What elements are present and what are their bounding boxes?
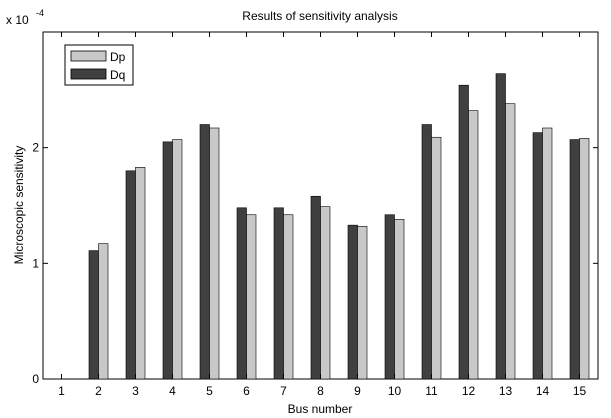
bar-dq-7 — [273, 207, 284, 380]
bar-dq-3 — [125, 170, 136, 380]
legend-label-dp: Dp — [110, 50, 126, 64]
bar-dp-4 — [172, 139, 183, 380]
x-tick-label-12: 12 — [462, 384, 476, 398]
x-tick-label-14: 14 — [536, 384, 550, 398]
bar-dq-15 — [569, 139, 580, 380]
y-axis-label: Microscopic sensitivity — [12, 146, 26, 265]
bar-dp-7 — [283, 214, 294, 380]
legend-label-dq: Dq — [110, 68, 125, 82]
bar-dp-13 — [505, 103, 516, 380]
bar-dq-14 — [532, 132, 543, 380]
legend-swatch-dp — [70, 50, 107, 62]
bar-dp-15 — [579, 138, 590, 380]
bar-dp-12 — [468, 110, 479, 380]
bar-dq-2 — [88, 250, 99, 380]
bar-dq-5 — [199, 124, 210, 380]
y-tick-label-0: 0 — [32, 372, 39, 386]
chart-title: Results of sensitivity analysis — [242, 9, 397, 23]
legend: Dp Dq — [64, 44, 134, 86]
bar-dq-13 — [495, 73, 506, 380]
bar-dp-6 — [246, 214, 257, 380]
y-exponent-power: -4 — [36, 8, 44, 18]
x-tick-label-7: 7 — [280, 384, 287, 398]
bar-dq-6 — [236, 207, 247, 380]
bar-dq-4 — [162, 141, 173, 380]
x-tick-label-5: 5 — [206, 384, 213, 398]
bar-dq-12 — [458, 84, 469, 380]
bar-dp-3 — [135, 167, 146, 380]
x-tick-label-2: 2 — [95, 384, 102, 398]
x-tick-label-10: 10 — [388, 384, 402, 398]
bar-dp-8 — [320, 206, 331, 380]
bar-dp-11 — [431, 136, 442, 380]
bar-dp-5 — [209, 127, 220, 380]
x-axis-label: Bus number — [288, 402, 353, 416]
x-tick-label-11: 11 — [425, 384, 438, 398]
y-tick-label-2: 2 — [32, 141, 39, 155]
y-tick-label-1: 1 — [32, 256, 39, 270]
x-tick-label-9: 9 — [354, 384, 361, 398]
bar-dq-11 — [421, 124, 432, 380]
x-tick-label-4: 4 — [169, 384, 176, 398]
x-tick-label-13: 13 — [499, 384, 513, 398]
bar-dq-8 — [310, 195, 321, 380]
y-exponent-label: x 10 — [6, 13, 29, 27]
bars-group — [88, 73, 590, 380]
bar-dp-9 — [357, 226, 368, 380]
bar-dp-14 — [542, 127, 553, 380]
x-tick-label-3: 3 — [132, 384, 139, 398]
x-tick-label-8: 8 — [317, 384, 324, 398]
x-tick-label-1: 1 — [58, 384, 65, 398]
bar-dp-10 — [394, 219, 405, 380]
bar-dp-2 — [98, 243, 109, 380]
bar-dq-9 — [347, 224, 358, 380]
x-tick-label-6: 6 — [243, 384, 250, 398]
x-tick-label-15: 15 — [573, 384, 587, 398]
legend-swatch-dq — [70, 68, 107, 80]
bar-dq-10 — [384, 214, 395, 380]
